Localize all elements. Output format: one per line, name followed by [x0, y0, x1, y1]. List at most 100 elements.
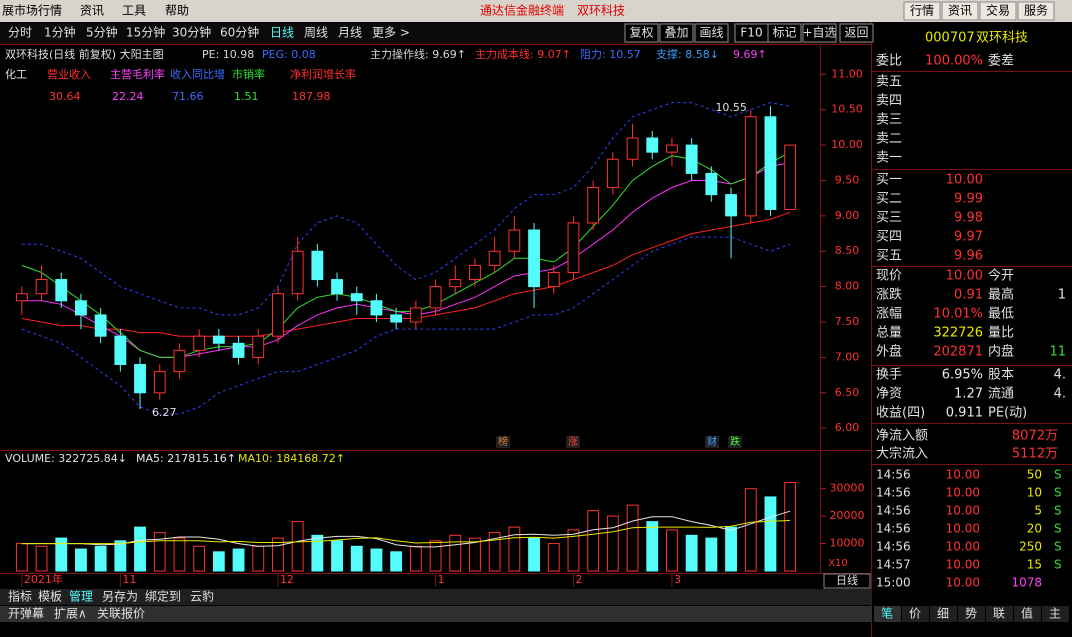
- period-tab[interactable]: 更多 >: [372, 26, 410, 40]
- side-tab[interactable]: [1042, 606, 1069, 622]
- volume-scale: X10: [828, 558, 848, 569]
- side-tab-label[interactable]: 笔: [881, 606, 893, 621]
- side-tab[interactable]: [874, 606, 901, 622]
- period-tab[interactable]: 5分钟: [86, 25, 118, 40]
- finance-label: 市销率: [232, 67, 265, 81]
- tool-button-label[interactable]: 画线: [699, 26, 723, 40]
- trade-price: 10.00: [946, 522, 980, 536]
- volume-bar: [528, 537, 540, 572]
- tool-button[interactable]: [659, 23, 694, 43]
- quote-label: 总量: [876, 326, 902, 341]
- tool-button[interactable]: [624, 23, 659, 43]
- period-tab[interactable]: 1分钟: [44, 25, 76, 40]
- finance-value: 71.66: [172, 90, 204, 103]
- x-tick-label: 1: [438, 573, 445, 586]
- event-marker[interactable]: [496, 436, 510, 448]
- menu-item[interactable]: 工具: [122, 4, 146, 18]
- side-tab-label[interactable]: 价: [909, 607, 921, 621]
- tool-button-label[interactable]: 叠加: [664, 26, 688, 40]
- tool-button-label[interactable]: +自选: [802, 26, 836, 40]
- menu-button-label[interactable]: 资讯: [948, 4, 972, 18]
- tool-button[interactable]: [802, 23, 837, 43]
- period-tab[interactable]: 30分钟: [172, 25, 211, 40]
- indicator-value: 主力成本线: 9.07↑: [475, 47, 571, 61]
- event-marker[interactable]: [728, 436, 742, 448]
- menu-item[interactable]: 展市场行情: [2, 3, 62, 18]
- bottom-tab[interactable]: 开弹幕: [8, 607, 44, 621]
- tool-button-label[interactable]: 标记: [772, 26, 796, 40]
- menu-button[interactable]: [979, 1, 1017, 21]
- candle-body: [114, 335, 127, 365]
- finance-label: 主营毛利率: [110, 67, 165, 81]
- side-tab-label[interactable]: 值: [1021, 606, 1033, 621]
- tool-button[interactable]: [694, 23, 729, 43]
- tool-button-label[interactable]: F10: [740, 26, 762, 40]
- menu-item[interactable]: 帮助: [165, 4, 189, 18]
- menu-button[interactable]: [941, 1, 979, 21]
- period-button[interactable]: [823, 573, 871, 589]
- event-label[interactable]: 榜: [498, 435, 508, 448]
- indicator-line: [21, 102, 791, 316]
- menu-button-label[interactable]: 行情: [910, 4, 934, 18]
- period-tab[interactable]: 月线: [338, 26, 362, 40]
- indicator-value: 9.69↑: [733, 48, 767, 61]
- menu-item[interactable]: 资讯: [80, 4, 104, 18]
- event-label[interactable]: 财: [707, 435, 717, 448]
- tool-button[interactable]: [767, 23, 802, 43]
- side-tab[interactable]: [958, 606, 985, 622]
- period-tab[interactable]: 15分钟: [126, 25, 165, 40]
- event-label[interactable]: 跌: [730, 435, 740, 448]
- volume-bar: [153, 532, 166, 572]
- candle-body: [212, 335, 225, 344]
- volume-bar: [193, 545, 206, 572]
- bottom-tab[interactable]: 指标: [8, 589, 32, 604]
- side-tab[interactable]: [1014, 606, 1041, 622]
- bottom-tab[interactable]: 另存为: [102, 590, 138, 604]
- tool-button[interactable]: [839, 23, 874, 43]
- event-label[interactable]: 涨: [568, 436, 578, 448]
- side-tab[interactable]: [986, 606, 1013, 622]
- event-marker[interactable]: [566, 436, 580, 448]
- trade-price: 10.00: [946, 576, 980, 590]
- quote-label: 内盘: [988, 344, 1014, 360]
- bottom-tab[interactable]: 关联报价: [97, 606, 145, 621]
- period-tab[interactable]: 周线: [304, 26, 328, 40]
- period-tab[interactable]: 日线: [270, 26, 294, 40]
- menu-button[interactable]: [1017, 1, 1055, 21]
- menu-button-label[interactable]: 服务: [1024, 3, 1048, 18]
- side-tab-label[interactable]: 联: [993, 607, 1005, 621]
- menu-button[interactable]: [903, 1, 941, 21]
- bottom-tab[interactable]: 绑定到: [145, 589, 181, 604]
- bottom-tab[interactable]: 云豹: [190, 589, 214, 604]
- tool-button-label[interactable]: 复权: [629, 26, 653, 40]
- stock-code: 000707: [925, 31, 975, 46]
- period-button-label[interactable]: 日线: [836, 573, 858, 587]
- side-tab[interactable]: [902, 606, 929, 622]
- volume-bar: [134, 526, 146, 572]
- bottom-tab[interactable]: 模板: [38, 590, 62, 604]
- candle-body: [469, 264, 481, 281]
- volume-bar: [94, 545, 107, 572]
- bottom-tab[interactable]: 扩展∧: [54, 607, 87, 621]
- trade-price: 10.00: [946, 504, 980, 518]
- trade-volume: 1078: [1011, 576, 1042, 590]
- quote-label: 股本: [988, 368, 1014, 383]
- tool-button-label[interactable]: 返回: [844, 26, 868, 40]
- flow-value: 5112万: [1012, 447, 1058, 462]
- industry: 化工: [5, 67, 27, 81]
- y-tick-label: 9.50: [835, 173, 860, 186]
- period-tab[interactable]: 分时: [8, 26, 32, 40]
- bottom-tab[interactable]: 管理: [69, 589, 93, 604]
- side-tab-label[interactable]: 细: [937, 607, 949, 621]
- event-marker[interactable]: [705, 436, 719, 448]
- chart-title: 双环科技(日线 前复权) 大阳主图: [5, 47, 164, 61]
- side-tab[interactable]: [930, 606, 957, 622]
- period-tab[interactable]: 60分钟: [220, 25, 259, 40]
- candle-body: [666, 144, 678, 153]
- menu-button-label[interactable]: 交易: [986, 3, 1010, 18]
- side-tab-label[interactable]: 主: [1049, 607, 1061, 621]
- candle-body: [587, 187, 600, 224]
- volume-bar: [488, 532, 501, 572]
- side-tab-label[interactable]: 势: [965, 607, 977, 621]
